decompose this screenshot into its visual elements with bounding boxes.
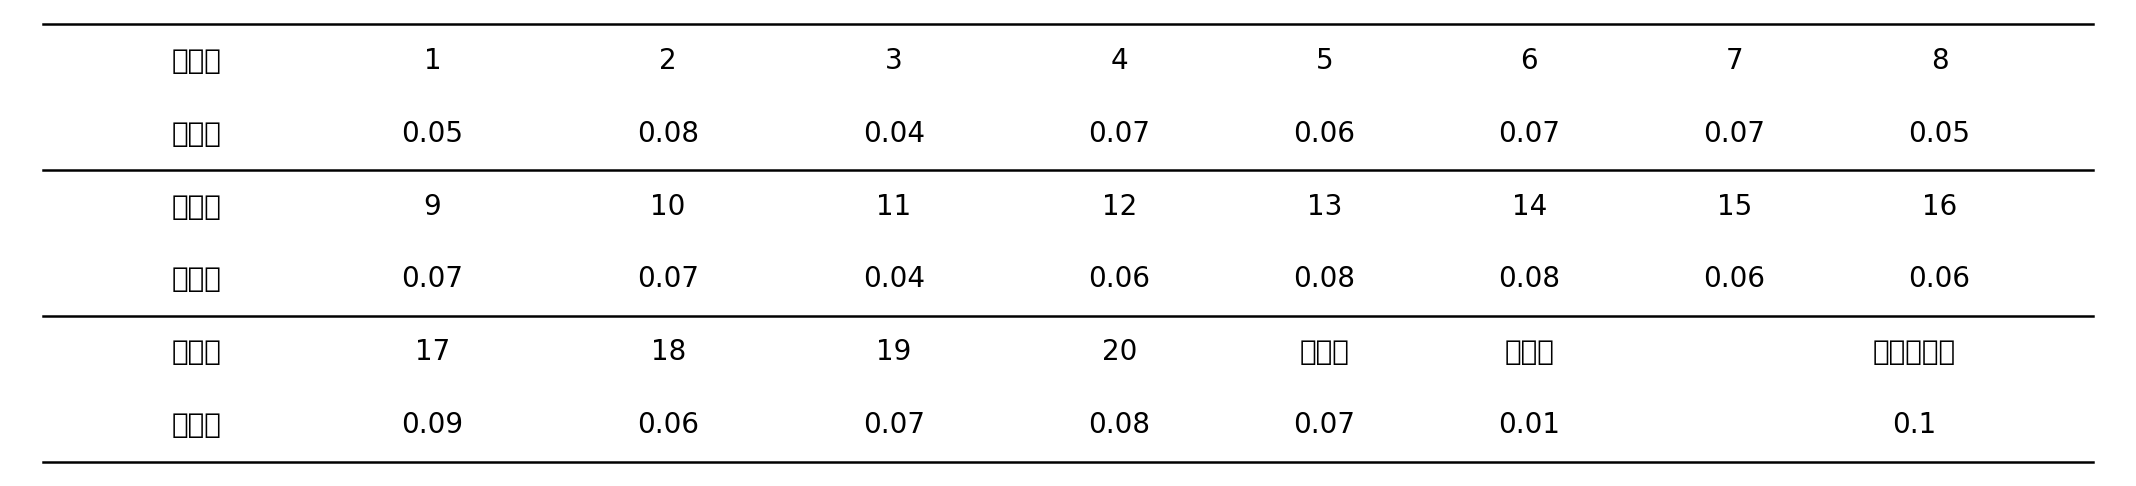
Text: 0.06: 0.06 [1702, 265, 1766, 294]
Text: 12: 12 [1102, 192, 1136, 221]
Text: 15: 15 [1717, 192, 1752, 221]
Text: 测定值: 测定值 [171, 265, 222, 294]
Text: 样品号: 样品号 [171, 192, 222, 221]
Text: 0.06: 0.06 [637, 411, 698, 439]
Text: 1: 1 [423, 47, 442, 75]
Text: 0.08: 0.08 [1497, 265, 1561, 294]
Text: 6: 6 [1521, 47, 1538, 75]
Text: 0.09: 0.09 [402, 411, 464, 439]
Text: 19: 19 [876, 338, 912, 366]
Text: 3: 3 [884, 47, 904, 75]
Text: 18: 18 [651, 338, 686, 366]
Text: 14: 14 [1512, 192, 1546, 221]
Text: 17: 17 [414, 338, 451, 366]
Text: 5: 5 [1316, 47, 1333, 75]
Text: 0.08: 0.08 [1292, 265, 1356, 294]
Text: 4: 4 [1111, 47, 1128, 75]
Text: 2: 2 [660, 47, 677, 75]
Text: 0.05: 0.05 [1907, 120, 1972, 148]
Text: 0.08: 0.08 [1087, 411, 1151, 439]
Text: 0.04: 0.04 [863, 120, 925, 148]
Text: 9: 9 [423, 192, 442, 221]
Text: 0.08: 0.08 [637, 120, 698, 148]
Text: 7: 7 [1726, 47, 1743, 75]
Text: 0.07: 0.07 [1702, 120, 1766, 148]
Text: 8: 8 [1931, 47, 1948, 75]
Text: 0.1: 0.1 [1892, 411, 1935, 439]
Text: 0.07: 0.07 [402, 265, 464, 294]
Text: 样品号: 样品号 [171, 47, 222, 75]
Text: 样品号: 样品号 [171, 338, 222, 366]
Text: 最低检测限: 最低检测限 [1873, 338, 1954, 366]
Text: 11: 11 [876, 192, 912, 221]
Text: 0.06: 0.06 [1087, 265, 1151, 294]
Text: 平均值: 平均值 [1299, 338, 1350, 366]
Text: 测定值: 测定值 [171, 411, 222, 439]
Text: 0.06: 0.06 [1292, 120, 1356, 148]
Text: 0.01: 0.01 [1497, 411, 1561, 439]
Text: 0.04: 0.04 [863, 265, 925, 294]
Text: 10: 10 [651, 192, 686, 221]
Text: 0.07: 0.07 [1497, 120, 1561, 148]
Text: 0.05: 0.05 [402, 120, 464, 148]
Text: 16: 16 [1922, 192, 1957, 221]
Text: 13: 13 [1307, 192, 1341, 221]
Text: 测定值: 测定值 [171, 120, 222, 148]
Text: 0.06: 0.06 [1907, 265, 1972, 294]
Text: 0.07: 0.07 [863, 411, 925, 439]
Text: 标准差: 标准差 [1504, 338, 1555, 366]
Text: 0.07: 0.07 [1292, 411, 1356, 439]
Text: 0.07: 0.07 [1087, 120, 1151, 148]
Text: 0.07: 0.07 [637, 265, 698, 294]
Text: 20: 20 [1102, 338, 1136, 366]
